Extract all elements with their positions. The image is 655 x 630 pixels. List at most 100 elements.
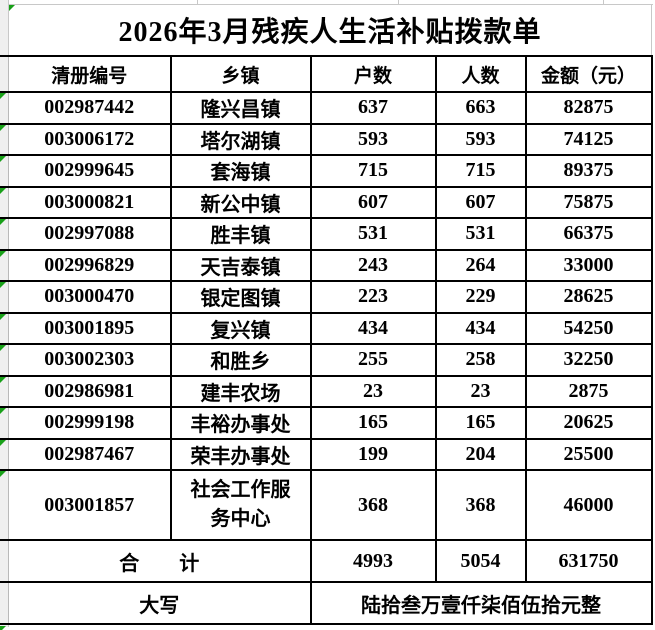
row-border-stub bbox=[0, 581, 8, 583]
cell-township[interactable]: 建丰农场 bbox=[169, 374, 312, 408]
cell-township[interactable]: 社会工作服务中心 bbox=[169, 469, 312, 541]
cell-township[interactable]: 新公中镇 bbox=[169, 185, 312, 219]
cell-township[interactable]: 塔尔湖镇 bbox=[169, 122, 312, 156]
cell-households[interactable]: 223 bbox=[309, 280, 437, 314]
cell-township[interactable]: 丰裕办事处 bbox=[169, 406, 312, 440]
table-row: 002987467 荣丰办事处 199 204 25500 bbox=[8, 437, 653, 471]
cell-households[interactable]: 593 bbox=[309, 122, 437, 156]
cell-register-code[interactable]: 003000821 bbox=[8, 185, 172, 219]
cell-amount[interactable]: 25500 bbox=[524, 437, 653, 471]
col-header-3[interactable]: 人数 bbox=[434, 55, 527, 93]
gridline-tick bbox=[197, 0, 198, 4]
words-value[interactable]: 陆拾叁万壹仟柒佰伍拾元整 bbox=[309, 581, 653, 625]
cell-amount[interactable]: 20625 bbox=[524, 406, 653, 440]
cell-township[interactable]: 胜丰镇 bbox=[169, 217, 312, 251]
sheet-title-cell[interactable]: 2026年3月残疾人生活补贴拨款单 bbox=[9, 5, 652, 55]
cell-persons[interactable]: 258 bbox=[434, 343, 527, 377]
cell-persons[interactable]: 368 bbox=[434, 469, 527, 541]
row-border-stub bbox=[0, 438, 8, 440]
cell-persons[interactable]: 715 bbox=[434, 154, 527, 188]
gridline-top bbox=[8, 4, 653, 5]
cell-persons[interactable]: 264 bbox=[434, 248, 527, 282]
sheet-title: 2026年3月残疾人生活补贴拨款单 bbox=[118, 17, 542, 48]
cell-register-code[interactable]: 002996829 bbox=[8, 248, 172, 282]
cell-register-code[interactable]: 002997088 bbox=[8, 217, 172, 251]
cell-amount[interactable]: 33000 bbox=[524, 248, 653, 282]
col-header-1[interactable]: 乡镇 bbox=[169, 55, 312, 93]
cell-amount[interactable]: 82875 bbox=[524, 91, 653, 125]
cell-amount[interactable]: 2875 bbox=[524, 374, 653, 408]
cell-register-code[interactable]: 003001857 bbox=[8, 469, 172, 541]
cell-amount[interactable]: 89375 bbox=[524, 154, 653, 188]
cell-township[interactable]: 和胜乡 bbox=[169, 343, 312, 377]
cell-persons[interactable]: 434 bbox=[434, 311, 527, 345]
cell-amount[interactable]: 74125 bbox=[524, 122, 653, 156]
row-border-stub bbox=[0, 375, 8, 377]
total-persons[interactable]: 5054 bbox=[434, 539, 527, 583]
total-row: 合 计 4993 5054 631750 bbox=[8, 539, 653, 583]
cell-persons[interactable]: 229 bbox=[434, 280, 527, 314]
cell-register-code[interactable]: 002987467 bbox=[8, 437, 172, 471]
cell-register-code[interactable]: 002986981 bbox=[8, 374, 172, 408]
cell-households[interactable]: 368 bbox=[309, 469, 437, 541]
cell-households[interactable]: 434 bbox=[309, 311, 437, 345]
col-header-4[interactable]: 金额（元） bbox=[524, 55, 653, 93]
cell-amount[interactable]: 66375 bbox=[524, 217, 653, 251]
cell-households[interactable]: 715 bbox=[309, 154, 437, 188]
cell-persons[interactable]: 204 bbox=[434, 437, 527, 471]
cell-households[interactable]: 607 bbox=[309, 185, 437, 219]
row-border-stub bbox=[0, 123, 8, 125]
cell-township[interactable]: 隆兴昌镇 bbox=[169, 91, 312, 125]
row-border-stub bbox=[0, 154, 8, 156]
cell-amount[interactable]: 54250 bbox=[524, 311, 653, 345]
row-border-stub bbox=[0, 91, 8, 93]
cell-township[interactable]: 天吉泰镇 bbox=[169, 248, 312, 282]
row-border-stub bbox=[0, 249, 8, 251]
table-row: 003000821 新公中镇 607 607 75875 bbox=[8, 185, 653, 219]
cell-households[interactable]: 165 bbox=[309, 406, 437, 440]
cell-households[interactable]: 243 bbox=[309, 248, 437, 282]
total-label[interactable]: 合 计 bbox=[8, 539, 312, 583]
cell-households[interactable]: 637 bbox=[309, 91, 437, 125]
cell-persons[interactable]: 593 bbox=[434, 122, 527, 156]
cell-register-code[interactable]: 003000470 bbox=[8, 280, 172, 314]
table-row: 003001857 社会工作服务中心 368 368 46000 bbox=[8, 469, 653, 541]
cell-register-code[interactable]: 003001895 bbox=[8, 311, 172, 345]
row-border-stub bbox=[0, 186, 8, 188]
table-body: 002987442 隆兴昌镇 637 663 82875 003006172 塔尔湖镇 593… bbox=[8, 91, 653, 625]
cell-register-code[interactable]: 002999198 bbox=[8, 406, 172, 440]
total-amount[interactable]: 631750 bbox=[524, 539, 653, 583]
words-label[interactable]: 大写 bbox=[8, 581, 312, 625]
total-households[interactable]: 4993 bbox=[309, 539, 437, 583]
header-row: 清册编号 乡镇 户数 人数 金额（元） bbox=[8, 55, 653, 93]
cell-township[interactable]: 复兴镇 bbox=[169, 311, 312, 345]
col-header-2[interactable]: 户数 bbox=[309, 55, 437, 93]
cell-persons[interactable]: 531 bbox=[434, 217, 527, 251]
cell-township[interactable]: 套海镇 bbox=[169, 154, 312, 188]
table-row: 002986981 建丰农场 23 23 2875 bbox=[8, 374, 653, 408]
cell-persons[interactable]: 165 bbox=[434, 406, 527, 440]
cell-households[interactable]: 255 bbox=[309, 343, 437, 377]
cell-amount[interactable]: 32250 bbox=[524, 343, 653, 377]
cell-register-code[interactable]: 003006172 bbox=[8, 122, 172, 156]
cell-amount[interactable]: 46000 bbox=[524, 469, 653, 541]
subsidy-table: 清册编号 乡镇 户数 人数 金额（元） 002987442 隆兴昌镇 637 663 82875… bbox=[8, 55, 653, 625]
cell-township[interactable]: 荣丰办事处 bbox=[169, 437, 312, 471]
row-border-stub bbox=[0, 343, 8, 345]
cell-households[interactable]: 199 bbox=[309, 437, 437, 471]
cell-amount[interactable]: 28625 bbox=[524, 280, 653, 314]
cell-register-code[interactable]: 003002303 bbox=[8, 343, 172, 377]
table-row: 003002303 和胜乡 255 258 32250 bbox=[8, 343, 653, 377]
table-row: 002999198 丰裕办事处 165 165 20625 bbox=[8, 406, 653, 440]
cell-township[interactable]: 银定图镇 bbox=[169, 280, 312, 314]
cell-persons[interactable]: 23 bbox=[434, 374, 527, 408]
col-header-0[interactable]: 清册编号 bbox=[8, 55, 172, 93]
cell-amount[interactable]: 75875 bbox=[524, 185, 653, 219]
cell-register-code[interactable]: 002987442 bbox=[8, 91, 172, 125]
table-row: 003006172 塔尔湖镇 593 593 74125 bbox=[8, 122, 653, 156]
cell-households[interactable]: 23 bbox=[309, 374, 437, 408]
cell-persons[interactable]: 663 bbox=[434, 91, 527, 125]
cell-households[interactable]: 531 bbox=[309, 217, 437, 251]
cell-persons[interactable]: 607 bbox=[434, 185, 527, 219]
cell-register-code[interactable]: 002999645 bbox=[8, 154, 172, 188]
